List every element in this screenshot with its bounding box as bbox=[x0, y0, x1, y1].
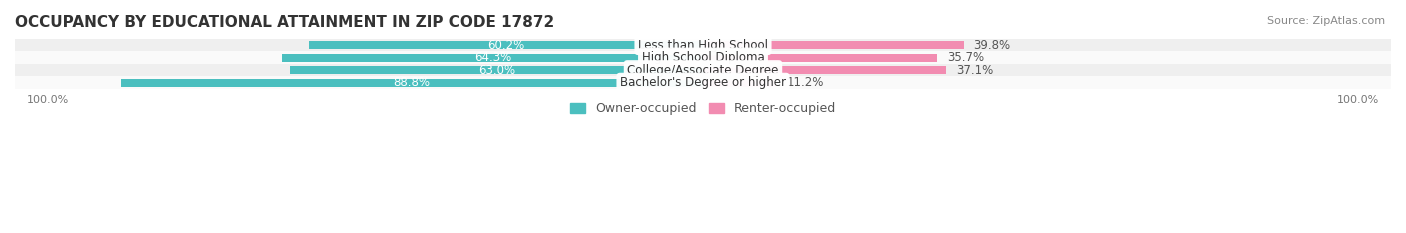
Text: 35.7%: 35.7% bbox=[946, 51, 984, 64]
Text: 64.3%: 64.3% bbox=[474, 51, 510, 64]
Bar bbox=[121, 79, 703, 87]
Text: Less than High School: Less than High School bbox=[638, 38, 768, 51]
Bar bbox=[703, 79, 776, 87]
Text: 11.2%: 11.2% bbox=[786, 76, 824, 89]
Bar bbox=[281, 54, 703, 62]
Text: College/Associate Degree: College/Associate Degree bbox=[627, 64, 779, 77]
Text: High School Diploma: High School Diploma bbox=[641, 51, 765, 64]
Bar bbox=[15, 51, 1391, 64]
Text: 37.1%: 37.1% bbox=[956, 64, 993, 77]
Bar bbox=[15, 39, 1391, 51]
Bar bbox=[703, 41, 963, 49]
Bar bbox=[703, 54, 936, 62]
Bar bbox=[308, 41, 703, 49]
Bar bbox=[290, 66, 703, 74]
Text: Bachelor's Degree or higher: Bachelor's Degree or higher bbox=[620, 76, 786, 89]
Bar bbox=[15, 64, 1391, 76]
Text: 60.2%: 60.2% bbox=[486, 38, 524, 51]
Text: OCCUPANCY BY EDUCATIONAL ATTAINMENT IN ZIP CODE 17872: OCCUPANCY BY EDUCATIONAL ATTAINMENT IN Z… bbox=[15, 15, 554, 30]
Text: 39.8%: 39.8% bbox=[973, 38, 1011, 51]
Text: Source: ZipAtlas.com: Source: ZipAtlas.com bbox=[1267, 16, 1385, 26]
Text: 63.0%: 63.0% bbox=[478, 64, 515, 77]
Bar bbox=[703, 66, 946, 74]
Legend: Owner-occupied, Renter-occupied: Owner-occupied, Renter-occupied bbox=[569, 103, 837, 116]
Bar bbox=[15, 76, 1391, 89]
Text: 88.8%: 88.8% bbox=[394, 76, 430, 89]
